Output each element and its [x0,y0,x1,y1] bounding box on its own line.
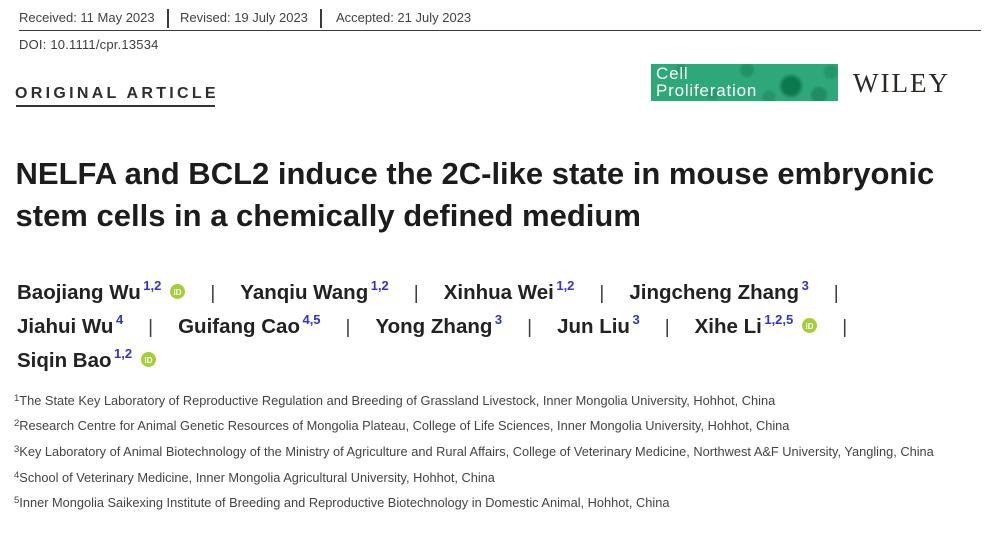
svg-text:iD: iD [806,321,814,330]
svg-text:iD: iD [174,287,182,296]
svg-text:iD: iD [145,355,153,364]
